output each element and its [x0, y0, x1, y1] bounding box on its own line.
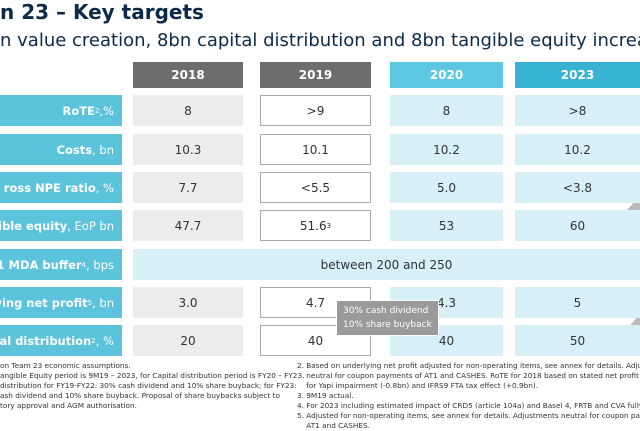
label-unit: , EoP bn [67, 218, 114, 233]
cell: 3.0 [133, 287, 243, 318]
label-sup: 2 [91, 336, 96, 345]
footnote: 2. Based on underlying net profit adjust… [297, 361, 640, 370]
cell-value: 40 [307, 333, 324, 348]
label-unit: , bn [92, 295, 114, 310]
cell-value: 47.7 [174, 218, 202, 233]
cell: 10.1 [260, 134, 371, 165]
cell: <5.5 [260, 172, 371, 203]
cell: 5 [515, 287, 640, 318]
footnote: 3. 9M19 actual. [297, 391, 354, 400]
cell-value: 10.1 [302, 142, 329, 157]
subtitle: n value creation, 8bn capital distributi… [0, 30, 640, 51]
cell-value: 4.7 [305, 295, 326, 310]
label-main: Costs [56, 142, 93, 157]
label-unit: , % [95, 333, 114, 348]
label-main: ital distribution [0, 333, 92, 348]
label-sup: 4 [81, 260, 87, 269]
cell: >8 [515, 95, 640, 126]
row-label: ngible equity, EoP bn [0, 210, 122, 241]
cell-value: >8 [568, 103, 587, 118]
row-label: ital distribution 2, % [0, 325, 122, 356]
cell: 10.3 [133, 134, 243, 165]
row-label: Costs, bn [0, 134, 122, 165]
cell: 47.7 [133, 210, 243, 241]
callout: 30% cash dividend 10% share buyback [336, 300, 439, 336]
cell: >9 [260, 95, 371, 126]
column-header: 2023 [515, 62, 640, 88]
cell: 10.2 [390, 134, 503, 165]
cell-value: 60 [569, 218, 586, 233]
cell: 8 [133, 95, 243, 126]
cell-value: 7.7 [178, 180, 198, 195]
footnote: 5. Adjusted for non-operating items, see… [297, 411, 640, 420]
label-sup: 2 [94, 106, 100, 115]
cell: 5.0 [390, 172, 503, 203]
cell-value: 5.0 [436, 180, 457, 195]
row-label: RoTE 2,% [0, 95, 122, 126]
cell-sup: 3 [326, 221, 332, 230]
cell-value: 51.6 [299, 218, 327, 233]
footnote: AT1 and CASHES. [297, 421, 370, 430]
cell: 51.6 3 [260, 210, 371, 241]
cell-value: <5.5 [300, 180, 331, 195]
footnote: on Team 23 economic assumptions. [0, 361, 131, 370]
footnote: for Yapi impairment (-0.8bn) and IFRS9 F… [297, 381, 539, 390]
cell-value: 4.3 [436, 295, 457, 310]
footnote: neutral for coupon payments of AT1 and C… [297, 371, 640, 380]
cell: 60 [515, 210, 640, 241]
label-main: ngible equity [0, 218, 68, 233]
cell-value: 5 [573, 295, 582, 310]
label-main: RoTE [62, 103, 95, 118]
callout-line: 10% share buyback [343, 320, 432, 330]
footnotes-right: 2. Based on underlying net profit adjust… [297, 361, 640, 431]
label-unit: ,% [99, 103, 114, 118]
cell-value: 8 [184, 103, 192, 118]
cell-value: 53 [438, 218, 455, 233]
row-label: ross NPE ratio, % [0, 172, 122, 203]
label-sup: 5 [87, 298, 93, 307]
label-main: T1 MDA buffer [0, 257, 82, 272]
footnote: 4. For 2023 including estimated impact o… [297, 401, 640, 410]
label-unit: , bn [92, 142, 114, 157]
cell-value: 20 [180, 333, 196, 348]
footnote: ash dividend and 10% share buyback. Prop… [0, 391, 280, 400]
cell: 50 [515, 325, 640, 356]
cell-value: 50 [569, 333, 586, 348]
cell: 8 [390, 95, 503, 126]
cell: <3.8 [515, 172, 640, 203]
title: n 23 – Key targets [0, 0, 204, 24]
footnote: distribution for FY19-FY22: 30% cash div… [0, 381, 297, 390]
column-header: 2020 [390, 62, 503, 88]
cell-value: 10.2 [564, 142, 591, 157]
column-header: 2018 [133, 62, 243, 88]
cell: 10.2 [515, 134, 640, 165]
cell-value: 8 [442, 103, 451, 118]
span-cell: between 200 and 250 [133, 249, 640, 280]
column-header: 2019 [260, 62, 371, 88]
footnotes-left: on Team 23 economic assumptions. angible … [0, 361, 304, 411]
cell-value: 40 [438, 333, 455, 348]
label-main: erlying net profit [0, 295, 88, 310]
cell-value: <3.8 [562, 180, 593, 195]
label-unit: , % [95, 180, 114, 195]
label-unit: , bps [86, 257, 114, 272]
footnote: tory approval and AGM authorisation. [0, 401, 137, 410]
cell: 20 [133, 325, 243, 356]
callout-line: 30% cash dividend [343, 306, 429, 316]
label-main: ross NPE ratio [3, 180, 96, 195]
cell-value: 3.0 [178, 295, 198, 310]
cell: 7.7 [133, 172, 243, 203]
cell-value: 10.3 [174, 142, 202, 157]
cell: 53 [390, 210, 503, 241]
footnote: angible Equity period is 9M19 – 2023, fo… [0, 371, 305, 380]
cell-value: >9 [306, 103, 325, 118]
cell-value: 10.2 [433, 142, 460, 157]
